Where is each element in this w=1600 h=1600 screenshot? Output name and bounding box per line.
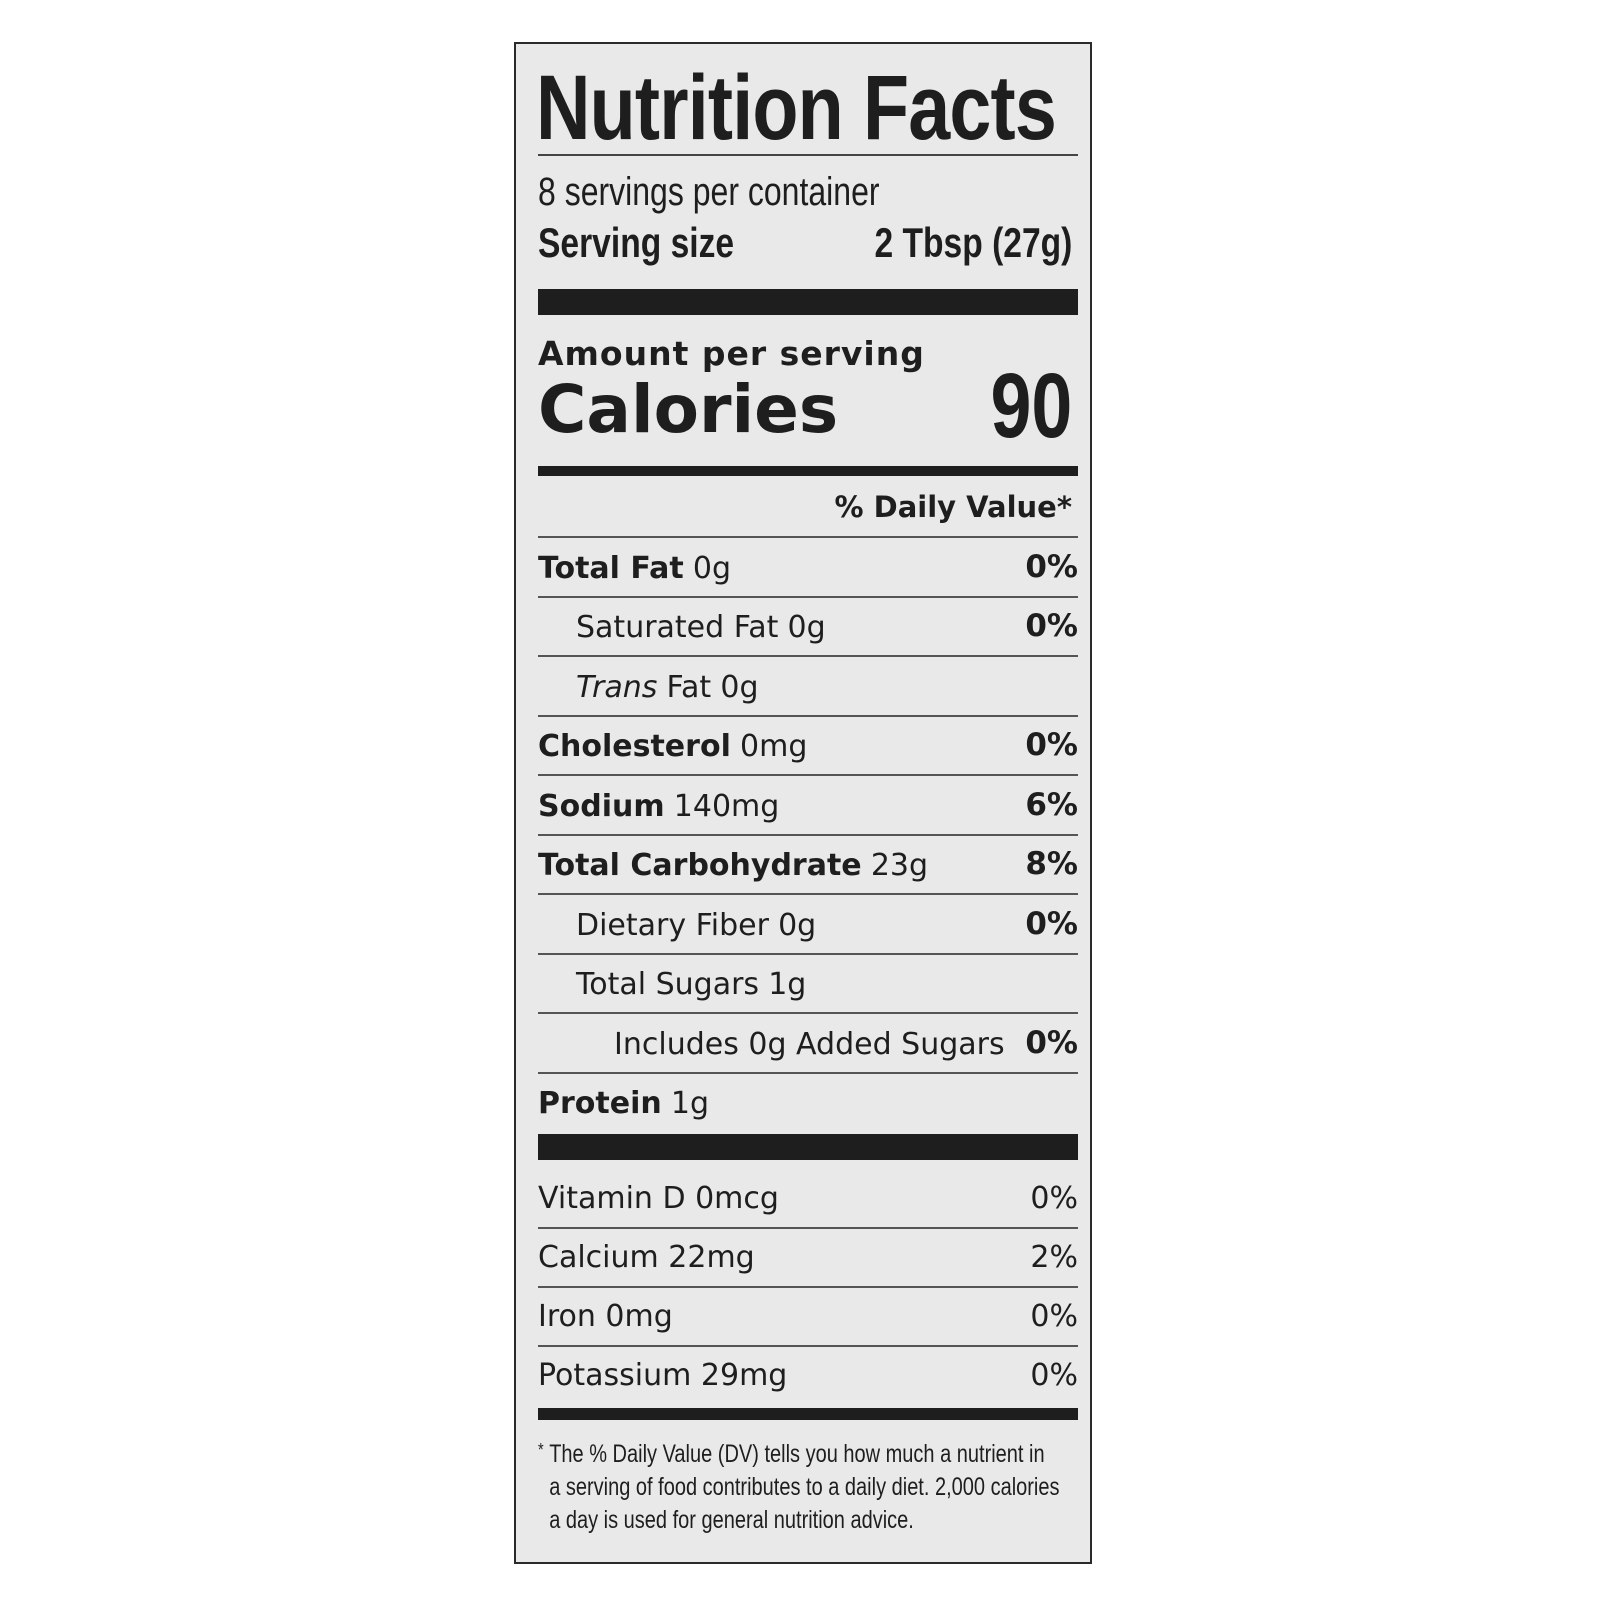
- vitamin-name: Iron 0mg: [538, 1299, 673, 1334]
- nutrient-label: Saturated Fat: [576, 610, 779, 646]
- nutrition-facts-label: Nutrition Facts 8 servings per container…: [514, 42, 1092, 1564]
- nutrient-name: Sodium 140mg: [538, 786, 779, 824]
- nutrient-row: Protein 1g: [538, 1074, 1078, 1132]
- nutrient-row: Sodium 140mg 6%: [538, 776, 1078, 836]
- servings-per-container: 8 servings per container: [538, 170, 880, 214]
- vitamin-dv: 0%: [1030, 1181, 1078, 1216]
- nutrient-label: Includes 0g Added Sugars: [614, 1026, 1005, 1062]
- nutrient-name: Cholesterol 0mg: [538, 726, 807, 764]
- calories-label: Calories: [538, 371, 839, 448]
- calories-value: 90: [990, 355, 1072, 457]
- vitamin-row: Iron 0mg 0%: [538, 1288, 1078, 1347]
- nutrient-label: Total Carbohydrate: [538, 848, 862, 884]
- nutrient-amount: 0g: [778, 907, 817, 943]
- nutrient-name: Saturated Fat 0g: [538, 607, 826, 645]
- footnote-line: a day is used for general nutrition advi…: [549, 1506, 914, 1534]
- divider: [538, 154, 1078, 156]
- nutrient-name: Includes 0g Added Sugars: [538, 1024, 1005, 1062]
- nutrient-dv: 6%: [1025, 786, 1078, 823]
- nutrient-dv: 0%: [1025, 548, 1078, 585]
- nutrient-amount: 0g: [787, 610, 826, 646]
- nutrient-row: Cholesterol 0mg 0%: [538, 717, 1078, 776]
- vitamin-dv: 0%: [1030, 1299, 1078, 1334]
- nutrient-row: Total Carbohydrate 23g 8%: [538, 836, 1078, 895]
- nutrient-label: Dietary Fiber: [576, 907, 769, 943]
- nutrient-row: Dietary Fiber 0g 0%: [538, 895, 1078, 955]
- nutrient-label: Protein: [538, 1086, 662, 1122]
- nutrient-row: Total Fat 0g 0%: [538, 538, 1078, 598]
- vitamin-dv: 0%: [1030, 1358, 1078, 1393]
- nutrient-row: Saturated Fat 0g 0%: [538, 598, 1078, 657]
- vitamin-dv: 2%: [1030, 1240, 1078, 1275]
- medium-divider: [538, 1408, 1078, 1420]
- daily-value-header: % Daily Value*: [834, 490, 1072, 524]
- nutrient-name: Protein 1g: [538, 1083, 709, 1121]
- nutrient-amount: 0g: [692, 550, 732, 586]
- nutrient-dv: 8%: [1025, 846, 1078, 883]
- nutrient-name: Dietary Fiber 0g: [538, 905, 816, 943]
- thick-divider: [538, 289, 1078, 315]
- vitamin-row: Potassium 29mg 0%: [538, 1347, 1078, 1404]
- nutrient-name: Total Sugars 1g: [538, 964, 806, 1002]
- nutrient-italic: Trans: [576, 669, 658, 705]
- nutrient-dv: 0%: [1025, 608, 1078, 645]
- nutrient-amount: 1g: [768, 967, 807, 1003]
- amount-per-serving: Amount per serving: [538, 334, 925, 373]
- footnote-line: a serving of food contributes to a daily…: [549, 1473, 1060, 1501]
- nutrient-amount: 140mg: [673, 788, 780, 824]
- vitamin-name: Potassium 29mg: [538, 1358, 788, 1393]
- nutrient-label: Fat: [666, 669, 712, 705]
- nutrient-name: Trans Fat 0g: [538, 667, 759, 705]
- footnote-line: The % Daily Value (DV) tells you how muc…: [549, 1440, 1045, 1468]
- nutrient-amount: 23g: [870, 848, 929, 884]
- label-title: Nutrition Facts: [536, 57, 1057, 159]
- nutrient-label: Sodium: [538, 788, 665, 824]
- nutrient-label: Total Fat: [538, 550, 684, 586]
- serving-size-row: Serving size: [538, 220, 783, 266]
- footnote: * The % Daily Value (DV) tells you how mu…: [538, 1438, 1078, 1537]
- nutrient-name: Total Carbohydrate 23g: [538, 845, 928, 883]
- serving-size-value: 2 Tbsp (27g): [874, 219, 1072, 266]
- nutrient-name: Total Fat 0g: [538, 548, 731, 586]
- serving-size-label: Serving size: [538, 219, 735, 266]
- nutrient-amount: 0mg: [740, 729, 808, 765]
- nutrient-dv: 0%: [1025, 1024, 1078, 1061]
- nutrient-amount: 1g: [670, 1086, 710, 1122]
- nutrient-amount: 0g: [720, 669, 759, 705]
- vitamin-name: Vitamin D 0mcg: [538, 1181, 779, 1216]
- vitamin-row: Vitamin D 0mcg 0%: [538, 1170, 1078, 1229]
- nutrient-row: Total Sugars 1g: [538, 955, 1078, 1014]
- nutrient-dv: 0%: [1025, 727, 1078, 764]
- nutrient-row: Trans Fat 0g: [538, 657, 1078, 717]
- thick-divider: [538, 1134, 1078, 1160]
- vitamin-row: Calcium 22mg 2%: [538, 1229, 1078, 1288]
- footnote-marker: *: [538, 1440, 544, 1460]
- nutrient-dv: 0%: [1025, 905, 1078, 942]
- medium-divider: [538, 466, 1078, 476]
- nutrient-label: Total Sugars: [576, 967, 760, 1003]
- vitamin-name: Calcium 22mg: [538, 1240, 755, 1275]
- nutrient-row: Includes 0g Added Sugars 0%: [538, 1014, 1078, 1074]
- nutrient-label: Cholesterol: [538, 729, 731, 765]
